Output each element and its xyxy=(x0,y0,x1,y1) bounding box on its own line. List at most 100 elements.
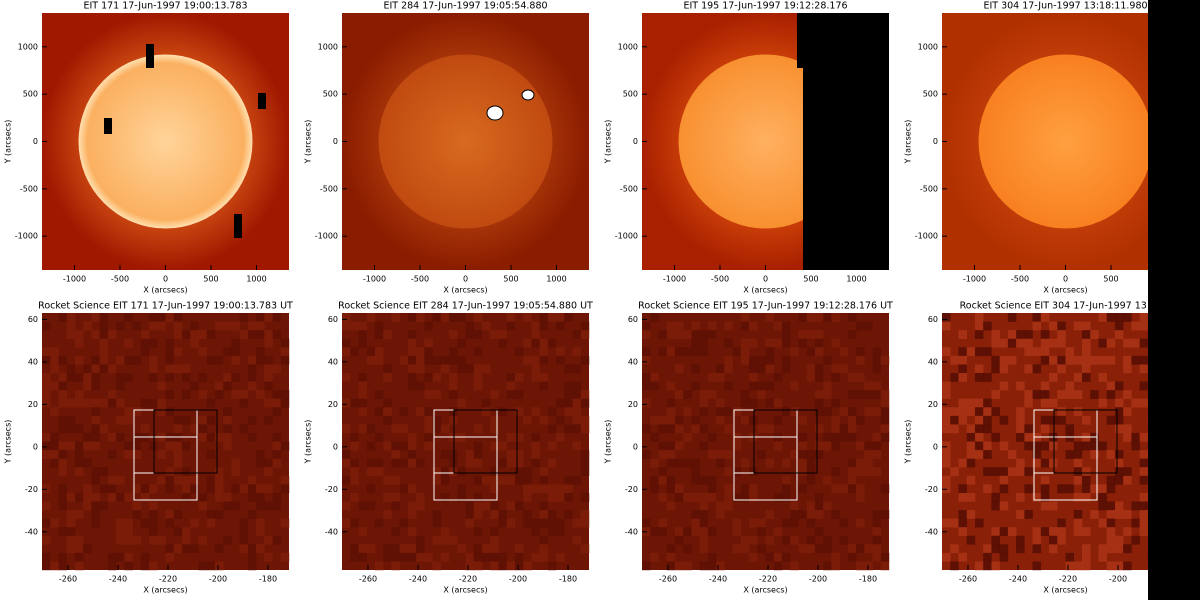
image-pixel xyxy=(165,475,175,485)
image-pixel xyxy=(983,321,992,331)
image-pixel xyxy=(674,441,684,451)
image-pixel xyxy=(264,398,273,408)
image-pixel xyxy=(173,347,183,357)
image-pixel xyxy=(942,441,951,451)
image-pixel xyxy=(66,544,76,554)
box xyxy=(453,409,518,474)
image-pixel xyxy=(814,330,824,339)
image-pixel xyxy=(958,492,967,502)
image-pixel xyxy=(847,458,857,468)
y-tick-label: -500 xyxy=(920,184,938,193)
image-pixel xyxy=(773,492,783,502)
image-pixel xyxy=(831,552,840,562)
image-pixel xyxy=(732,527,742,537)
image-pixel xyxy=(449,450,458,459)
y-tick-label: -500 xyxy=(620,184,638,193)
image-pixel xyxy=(383,475,392,485)
image-pixel xyxy=(572,475,582,485)
image-pixel xyxy=(1057,330,1066,339)
image-pixel xyxy=(814,407,824,417)
image-pixel xyxy=(539,475,549,485)
image-pixel xyxy=(691,510,700,519)
image-pixel xyxy=(958,364,967,374)
image-pixel xyxy=(399,355,409,365)
image-pixel xyxy=(223,432,232,442)
image-pixel xyxy=(181,390,191,399)
image-pixel xyxy=(1040,415,1050,425)
image-pixel xyxy=(765,381,775,391)
image-pixel xyxy=(872,407,882,417)
image-pixel xyxy=(991,561,1000,571)
image-pixel xyxy=(50,432,59,442)
image-pixel xyxy=(506,321,516,331)
image-pixel xyxy=(1081,321,1091,331)
image-pixel xyxy=(580,510,590,519)
image-pixel xyxy=(749,364,758,374)
x-tick-label: -500 xyxy=(711,275,729,284)
image-pixel xyxy=(366,484,376,494)
data-gap xyxy=(234,214,242,238)
image-pixel xyxy=(481,398,491,408)
image-pixel xyxy=(847,313,857,322)
image-pixel xyxy=(181,441,191,451)
image-pixel xyxy=(424,415,433,425)
image-pixel xyxy=(366,355,376,365)
image-pixel xyxy=(1040,347,1050,357)
image-pixel xyxy=(1057,518,1066,528)
y-axis-label: Y (arcsecs) xyxy=(304,420,313,465)
image-pixel xyxy=(66,492,76,502)
image-pixel xyxy=(181,467,191,477)
image-pixel xyxy=(806,467,816,477)
image-pixel xyxy=(1057,407,1066,417)
image-pixel xyxy=(149,313,158,322)
image-pixel xyxy=(391,458,400,468)
image-pixel xyxy=(674,561,684,571)
image-pixel xyxy=(473,372,483,382)
image-pixel xyxy=(773,527,783,537)
image-pixel xyxy=(424,441,433,451)
image-pixel xyxy=(416,313,425,322)
image-pixel xyxy=(350,321,359,331)
image-pixel xyxy=(999,381,1009,391)
image-pixel xyxy=(1065,390,1075,399)
image-pixel xyxy=(473,527,483,537)
image-pixel xyxy=(124,338,133,348)
image-pixel xyxy=(206,510,216,519)
image-pixel xyxy=(74,338,84,348)
image-pixel xyxy=(42,450,51,459)
image-pixel xyxy=(206,561,216,571)
image-pixel xyxy=(666,381,676,391)
image-pixel xyxy=(958,398,967,408)
image-pixel xyxy=(66,424,76,434)
image-pixel xyxy=(531,372,540,382)
y-tick-label: 0 xyxy=(933,442,938,451)
image-pixel xyxy=(757,424,766,434)
image-pixel xyxy=(107,364,117,374)
image-pixel xyxy=(1016,535,1025,545)
image-pixel xyxy=(440,527,450,537)
image-pixel xyxy=(991,527,1000,537)
image-pixel xyxy=(58,561,67,571)
image-pixel xyxy=(383,407,392,417)
image-pixel xyxy=(165,407,175,417)
image-pixel xyxy=(1114,535,1124,545)
image-pixel xyxy=(1081,330,1091,339)
image-pixel xyxy=(490,390,499,399)
image-pixel xyxy=(514,390,524,399)
image-pixel xyxy=(424,432,433,442)
image-pixel xyxy=(765,535,775,545)
x-tick-label: -200 xyxy=(509,575,527,584)
image-pixel xyxy=(399,407,409,417)
image-pixel xyxy=(239,518,249,528)
image-pixel xyxy=(847,475,857,485)
image-pixel xyxy=(399,424,409,434)
image-pixel xyxy=(749,518,758,528)
image-pixel xyxy=(872,347,882,357)
image-pixel xyxy=(83,484,92,494)
image-pixel xyxy=(190,424,199,434)
image-pixel xyxy=(1106,338,1116,348)
image-pixel xyxy=(806,458,816,468)
image-pixel xyxy=(1049,527,1058,537)
image-pixel xyxy=(1016,407,1025,417)
